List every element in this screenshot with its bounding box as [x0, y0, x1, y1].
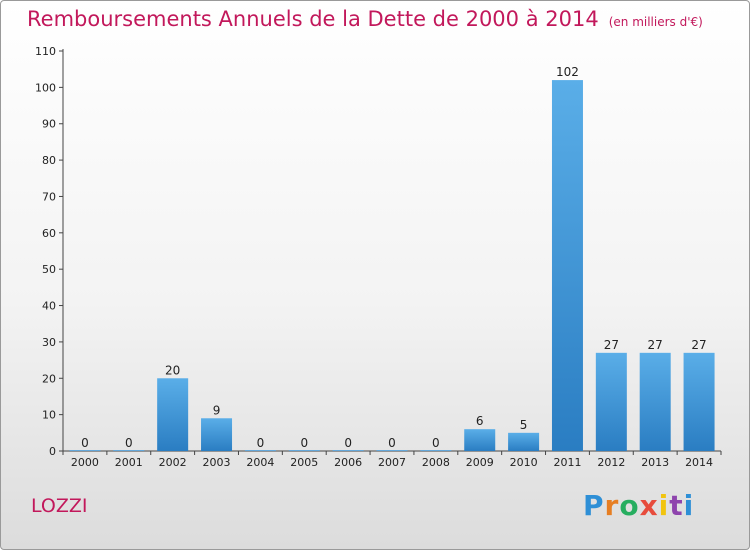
data-label: 0 [388, 436, 396, 450]
y-tick-label: 90 [42, 118, 56, 131]
bar [376, 450, 408, 451]
x-tick-label: 2003 [203, 456, 231, 469]
x-tick-label: 2000 [71, 456, 99, 469]
bar [201, 418, 233, 451]
bar [113, 450, 145, 451]
x-tick-label: 2008 [422, 456, 450, 469]
x-tick-label: 2013 [641, 456, 669, 469]
y-tick-label: 100 [35, 81, 56, 94]
data-label: 27 [604, 338, 619, 352]
x-tick-label: 2004 [246, 456, 274, 469]
logo-letter: P [583, 489, 605, 522]
bar [288, 450, 320, 451]
bars [69, 80, 715, 451]
logo-letter: o [619, 489, 640, 522]
data-label: 0 [81, 436, 89, 450]
y-tick-label: 10 [42, 409, 56, 422]
data-label: 0 [432, 436, 440, 450]
data-label: 20 [165, 363, 180, 377]
data-label: 27 [648, 338, 663, 352]
y-tick-label: 70 [42, 190, 56, 203]
logo-letter: i [658, 489, 670, 522]
logo-letter: x [639, 489, 659, 522]
x-tick-label: 2006 [334, 456, 362, 469]
logo-letter: r [604, 489, 620, 522]
bar [69, 450, 101, 451]
chart-subtitle: (en milliers d'€) [608, 15, 703, 29]
chart-title: Remboursements Annuels de la Dette de 20… [27, 7, 703, 31]
x-tick-label: 2009 [466, 456, 494, 469]
x-tick-label: 2010 [510, 456, 538, 469]
data-label: 0 [125, 436, 133, 450]
bar [157, 378, 189, 451]
bar [508, 432, 540, 451]
bar [332, 450, 364, 451]
x-tick-label: 2007 [378, 456, 406, 469]
commune-name: LOZZI [31, 495, 88, 517]
data-label: 0 [344, 436, 352, 450]
logo-letter: t [669, 489, 684, 522]
bar [683, 352, 715, 451]
data-label: 5 [520, 418, 528, 432]
y-tick-label: 20 [42, 372, 56, 385]
logo-letter: i [683, 489, 695, 522]
bar [595, 352, 627, 451]
bar [464, 429, 496, 451]
data-label: 6 [476, 414, 484, 428]
bar [244, 450, 276, 451]
x-tick-label: 2005 [290, 456, 318, 469]
y-tick-label: 30 [42, 336, 56, 349]
data-label: 9 [213, 403, 221, 417]
y-tick-label: 40 [42, 300, 56, 313]
x-tick-label: 2014 [685, 456, 713, 469]
y-tick-label: 0 [49, 445, 56, 458]
proxiti-logo: Proxiti [583, 489, 694, 522]
data-label: 27 [691, 338, 706, 352]
y-tick-label: 50 [42, 263, 56, 276]
bar [639, 352, 671, 451]
y-tick-label: 80 [42, 154, 56, 167]
x-tick-label: 2002 [159, 456, 187, 469]
data-label: 102 [556, 65, 579, 79]
y-tick-label: 60 [42, 227, 56, 240]
value-labels: 0 0 20 9 0 0 0 0 0 6 5 102 27 27 27 [81, 65, 707, 450]
y-tick-label: 110 [35, 45, 56, 58]
x-tick-label: 2011 [553, 456, 581, 469]
bar [420, 450, 452, 451]
x-tick-label: 2012 [597, 456, 625, 469]
data-label: 0 [300, 436, 308, 450]
data-label: 0 [257, 436, 265, 450]
bar [551, 80, 583, 451]
x-tick-label: 2001 [115, 456, 143, 469]
